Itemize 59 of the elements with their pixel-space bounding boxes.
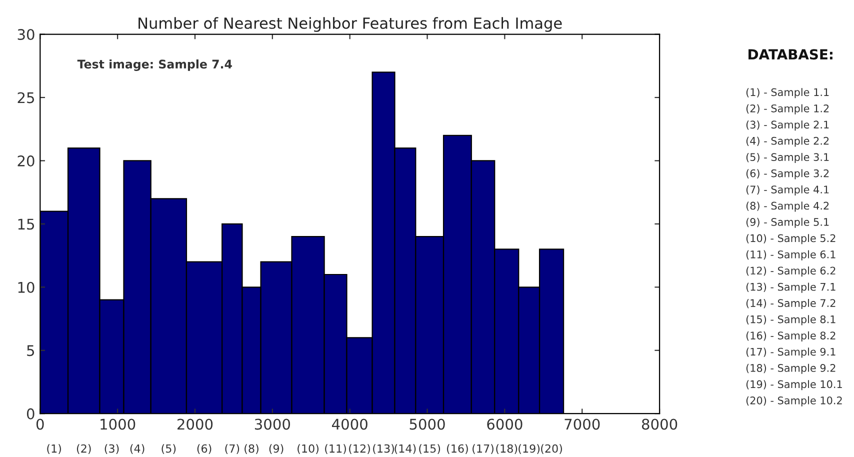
y-tick-label: 30	[18, 28, 34, 40]
text: (13) - Sample 7.1	[746, 282, 836, 293]
text: (11) - Sample 6.1	[746, 250, 836, 260]
y-tick-label: 0	[26, 408, 34, 420]
annotation: (20)	[541, 444, 562, 454]
annotation: (11)	[325, 444, 346, 454]
x-tick-label: 2000	[178, 418, 213, 430]
annotation: (12)	[349, 444, 370, 454]
annotation: (5)	[162, 444, 176, 454]
text: DATABASE:	[748, 49, 832, 60]
text: (20) - Sample 10.2	[746, 396, 842, 406]
annotation: (17)	[472, 444, 494, 454]
y-tick-label: 5	[27, 345, 34, 356]
annotation: (2)	[76, 444, 91, 454]
annotation: (14)	[394, 444, 416, 454]
annotation: (3)	[104, 444, 119, 454]
annotation: Test image: Sample 7.4	[77, 59, 232, 71]
text: (18) - Sample 9.2	[746, 364, 836, 374]
x-tick-label: 4000	[332, 418, 368, 430]
annotation: (8)	[244, 444, 258, 454]
text: (5) - Sample 3.1	[746, 152, 829, 164]
text: (2) - Sample 1.2	[746, 104, 829, 114]
text: (6) - Sample 3.2	[746, 169, 829, 180]
text: (1) - Sample 1.1	[746, 88, 829, 98]
annotation: (9)	[269, 444, 284, 454]
y-tick-label: 20	[18, 155, 34, 166]
text: (15) - Sample 8.1	[746, 315, 836, 326]
x-tick-label: 3000	[254, 418, 290, 430]
text: (16) - Sample 8.2	[746, 331, 836, 342]
x-tick-label: 7000	[564, 418, 600, 430]
annotation: (7)	[225, 444, 240, 454]
y-tick-label: 25	[18, 92, 34, 104]
text: (14) - Sample 7.2	[746, 298, 836, 310]
annotation: (1)	[47, 444, 61, 454]
x-tick-label: 1000	[100, 418, 136, 430]
x-tick-label: 6000	[487, 418, 522, 430]
y-tick-label: 15	[18, 218, 34, 230]
text: (3) - Sample 2.1	[746, 120, 829, 131]
annotation: (4)	[130, 444, 144, 454]
x-tick-label: 8000	[642, 418, 678, 430]
text: (19) - Sample 10.1	[746, 380, 842, 390]
annotation: (15)	[419, 444, 440, 454]
chart-title: Number of Nearest Neighbor Features from Each Image	[138, 17, 562, 32]
annotation: (6)	[197, 444, 212, 454]
annotation: (19)	[518, 444, 540, 454]
annotation: (18)	[496, 444, 518, 454]
text: (7) - Sample 4.1	[746, 185, 829, 196]
text: (10) - Sample 5.2	[746, 234, 836, 244]
x-tick-label: 0	[36, 418, 44, 430]
text: (12) - Sample 6.2	[746, 266, 836, 277]
annotation: (13)	[373, 444, 394, 454]
x-tick-label: 5000	[410, 418, 445, 430]
y-tick-label: 10	[18, 282, 34, 293]
text: (17) - Sample 9.1	[746, 348, 836, 358]
annotation: (10)	[298, 444, 318, 454]
annotation: (16)	[447, 444, 468, 454]
text: (8) - Sample 4.2	[746, 202, 829, 212]
text: (9) - Sample 5.1	[746, 218, 829, 228]
text: (4) - Sample 2.2	[746, 136, 829, 147]
